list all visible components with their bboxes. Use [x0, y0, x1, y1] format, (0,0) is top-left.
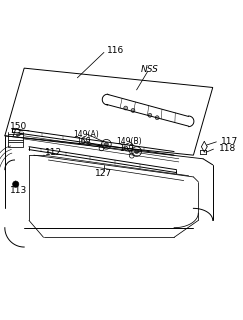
Circle shape [124, 106, 128, 110]
Text: 117: 117 [221, 137, 238, 146]
Text: 169: 169 [120, 144, 134, 153]
Text: 116: 116 [107, 45, 125, 54]
Circle shape [135, 150, 139, 154]
Circle shape [13, 181, 19, 187]
Text: 73: 73 [10, 129, 22, 138]
Text: 149(A): 149(A) [73, 130, 99, 139]
Text: 112: 112 [45, 148, 62, 157]
Text: 149(B): 149(B) [117, 137, 142, 146]
Circle shape [155, 116, 159, 120]
Text: 118: 118 [219, 144, 236, 153]
Text: 113: 113 [10, 186, 27, 195]
Circle shape [148, 113, 152, 117]
Text: NSS: NSS [141, 65, 159, 74]
Circle shape [131, 108, 135, 112]
Text: 127: 127 [95, 169, 113, 178]
Text: 169: 169 [76, 137, 91, 146]
Text: 150: 150 [10, 122, 27, 131]
Circle shape [104, 142, 108, 146]
